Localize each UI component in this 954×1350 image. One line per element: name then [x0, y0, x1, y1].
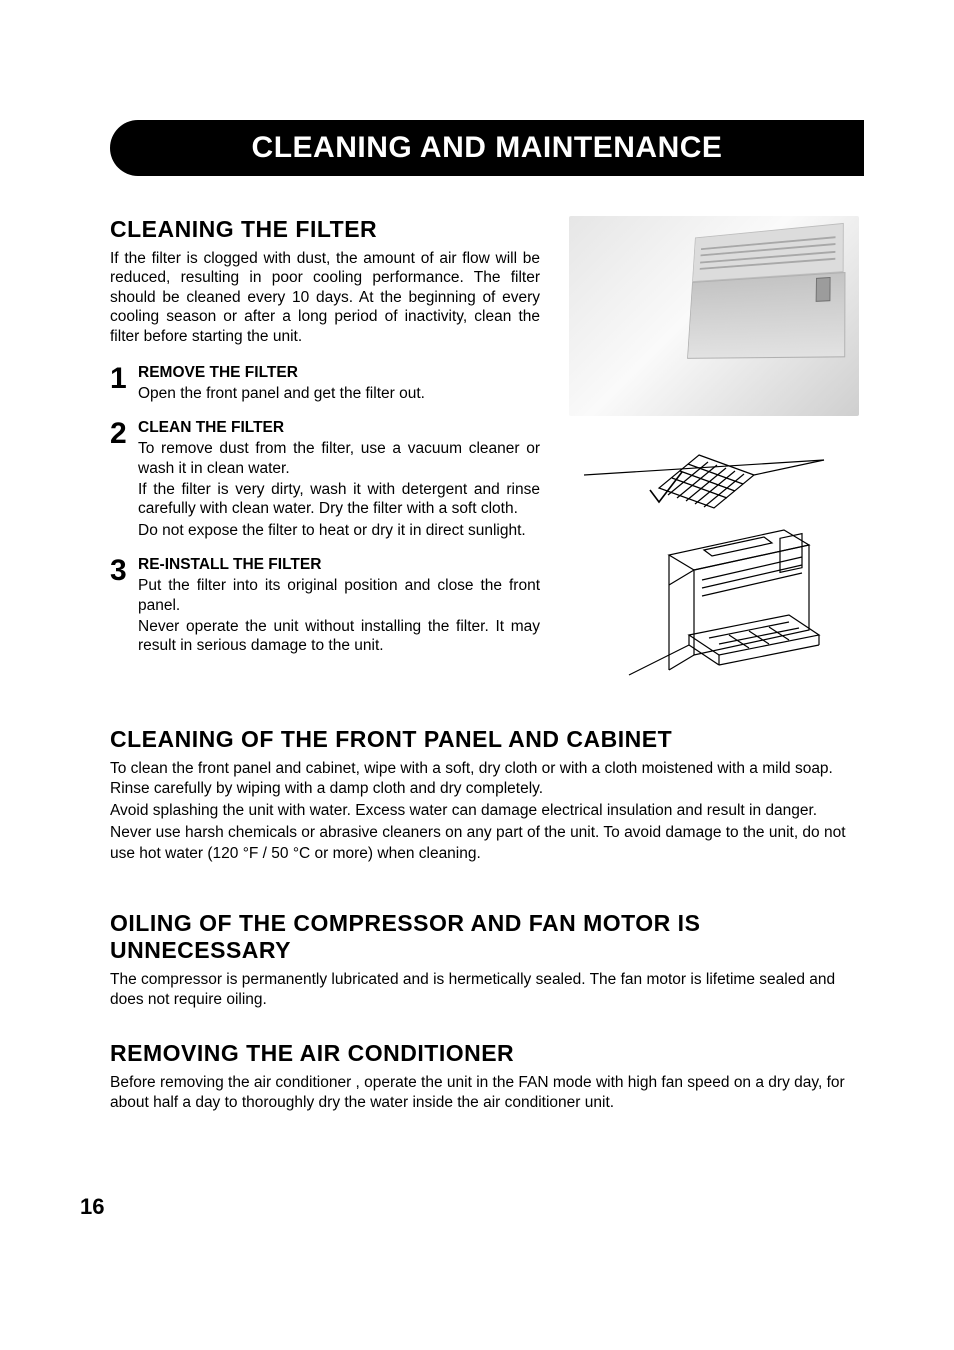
- section-body: Before removing the air conditioner , op…: [110, 1073, 864, 1113]
- paragraph: Avoid splashing the unit with water. Exc…: [110, 801, 864, 821]
- ac-control-panel: [816, 277, 831, 302]
- step-paragraph: Put the filter into its original positio…: [138, 576, 540, 615]
- step-title: REMOVE THE FILTER: [138, 364, 540, 382]
- section-front-panel: CLEANING OF THE FRONT PANEL AND CABINET …: [110, 726, 864, 864]
- section-removing: REMOVING THE AIR CONDITIONER Before remo…: [110, 1040, 864, 1113]
- paragraph: Before removing the air conditioner , op…: [110, 1073, 864, 1113]
- filter-diagram-svg: [584, 440, 844, 680]
- step-title: CLEAN THE FILTER: [138, 419, 540, 437]
- page-number: 16: [80, 1194, 104, 1220]
- step-3: 3 RE-INSTALL THE FILTER Put the filter i…: [110, 556, 540, 658]
- section-body: To clean the front panel and cabinet, wi…: [110, 759, 864, 864]
- filter-intro-text: If the filter is clogged with dust, the …: [110, 249, 540, 346]
- step-number: 2: [110, 419, 138, 542]
- step-title: RE-INSTALL THE FILTER: [138, 556, 540, 574]
- step-paragraph: Do not expose the filter to heat or dry …: [138, 521, 540, 540]
- section-heading-oiling: OILING OF THE COMPRESSOR AND FAN MOTOR I…: [110, 910, 864, 964]
- grille-line: [701, 236, 836, 250]
- step-text: Put the filter into its original positio…: [138, 576, 540, 656]
- ac-unit-graphic: [687, 222, 853, 367]
- page-title-bar: CLEANING AND MAINTENANCE: [110, 120, 864, 176]
- step-number: 3: [110, 556, 138, 658]
- step-body: CLEAN THE FILTER To remove dust from the…: [138, 419, 540, 542]
- right-column: [564, 216, 864, 680]
- step-2: 2 CLEAN THE FILTER To remove dust from t…: [110, 419, 540, 542]
- step-paragraph: Open the front panel and get the filter …: [138, 384, 540, 403]
- step-body: RE-INSTALL THE FILTER Put the filter int…: [138, 556, 540, 658]
- step-text: Open the front panel and get the filter …: [138, 384, 540, 403]
- two-column-layout: CLEANING THE FILTER If the filter is clo…: [110, 216, 864, 680]
- page-title: CLEANING AND MAINTENANCE: [252, 131, 723, 165]
- step-paragraph: To remove dust from the filter, use a va…: [138, 439, 540, 478]
- step-text: To remove dust from the filter, use a va…: [138, 439, 540, 540]
- paragraph: To clean the front panel and cabinet, wi…: [110, 759, 864, 799]
- manual-page: CLEANING AND MAINTENANCE CLEANING THE FI…: [0, 0, 954, 1350]
- section-oiling: OILING OF THE COMPRESSOR AND FAN MOTOR I…: [110, 910, 864, 1010]
- paragraph: The compressor is permanently lubricated…: [110, 970, 864, 1010]
- paragraph: Never use harsh chemicals or abrasive cl…: [110, 823, 864, 863]
- step-body: REMOVE THE FILTER Open the front panel a…: [138, 364, 540, 405]
- step-paragraph: Never operate the unit without installin…: [138, 617, 540, 656]
- filter-diagram: [584, 440, 844, 680]
- step-paragraph: If the filter is very dirty, wash it wit…: [138, 480, 540, 519]
- step-number: 1: [110, 364, 138, 405]
- section-body: The compressor is permanently lubricated…: [110, 970, 864, 1010]
- section-heading-front-panel: CLEANING OF THE FRONT PANEL AND CABINET: [110, 726, 864, 753]
- section-heading-filter: CLEANING THE FILTER: [110, 216, 540, 243]
- air-conditioner-photo: [569, 216, 859, 416]
- section-heading-removing: REMOVING THE AIR CONDITIONER: [110, 1040, 864, 1067]
- step-1: 1 REMOVE THE FILTER Open the front panel…: [110, 364, 540, 405]
- left-column: CLEANING THE FILTER If the filter is clo…: [110, 216, 540, 680]
